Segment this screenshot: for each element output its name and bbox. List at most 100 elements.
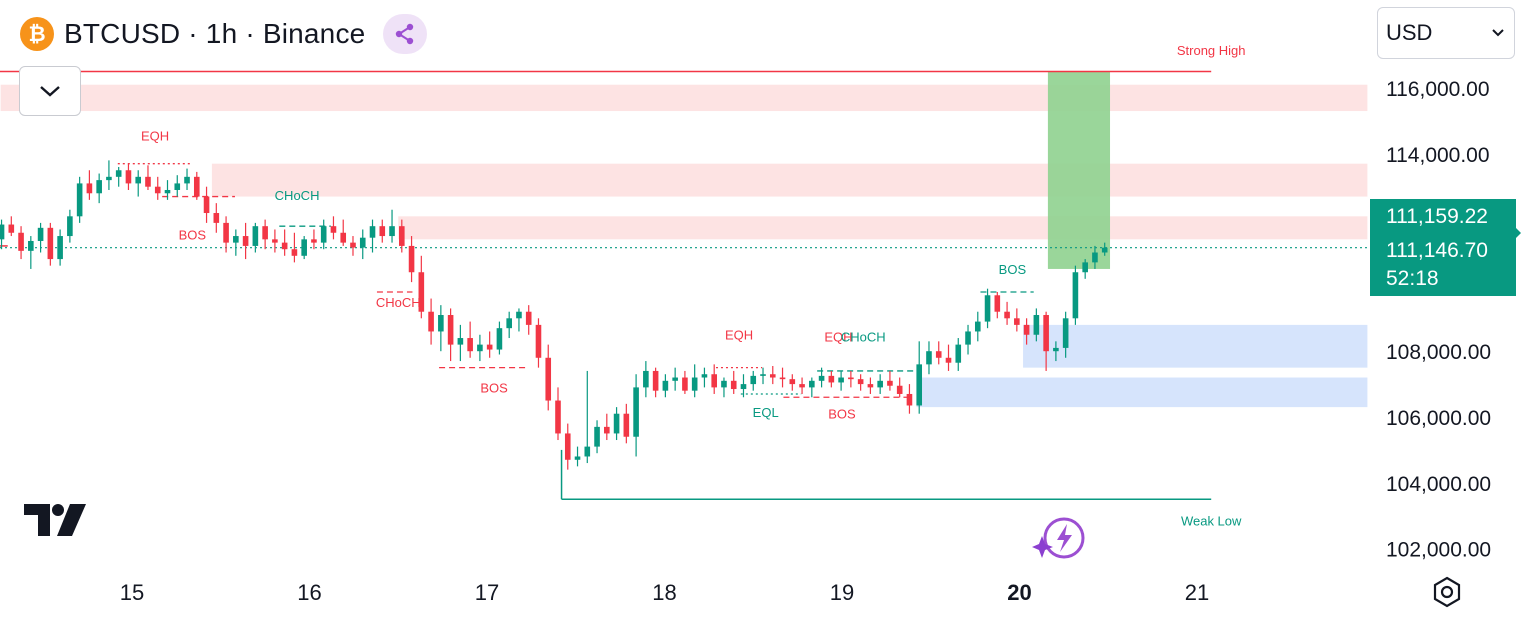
bitcoin-icon: ₿ [20, 17, 54, 51]
candle-body [799, 384, 805, 388]
candle [516, 308, 522, 332]
candle [389, 209, 395, 243]
candle-body [203, 196, 210, 214]
candle-body [340, 232, 347, 243]
candle [67, 209, 73, 243]
candle-body [145, 176, 151, 187]
candle [233, 229, 239, 256]
candle-body [1072, 272, 1079, 319]
candle-body [57, 236, 63, 260]
lightning-icon[interactable] [1032, 514, 1088, 562]
time-tick: 18 [652, 580, 676, 605]
candle [604, 413, 610, 441]
label-bos: BOS [480, 380, 508, 395]
candle [740, 374, 747, 398]
currency-value: USD [1386, 20, 1433, 45]
candle-body [867, 384, 874, 388]
candle-body [242, 236, 249, 246]
candle-body [545, 357, 552, 401]
tradingview-logo [24, 504, 86, 536]
candle [330, 216, 337, 240]
candle [555, 387, 561, 441]
candle [281, 229, 288, 256]
candle [652, 367, 659, 398]
label-choch: CHoCH [376, 295, 421, 310]
time-tick: 21 [1185, 580, 1209, 605]
candle-body [272, 239, 278, 243]
candle [779, 367, 786, 388]
candle-body [1023, 324, 1030, 335]
candle-body [281, 242, 288, 250]
candle [1043, 311, 1049, 371]
candle [750, 370, 757, 391]
candle-body [1101, 247, 1108, 253]
candle-body [223, 222, 229, 243]
candle-body [1082, 262, 1088, 273]
candle [672, 367, 678, 391]
candle [1082, 259, 1088, 279]
candle-body [174, 183, 181, 190]
candle-body [399, 226, 405, 246]
time-tick: 17 [475, 580, 499, 605]
candle-body [711, 374, 717, 388]
candle [1101, 242, 1108, 256]
label-weak-low: Weak Low [1181, 514, 1242, 529]
candle-body [291, 249, 298, 256]
candle-body [1004, 311, 1010, 319]
candle [1004, 301, 1010, 325]
currency-select[interactable]: USD [1377, 7, 1515, 59]
zones-layer [0, 71, 1368, 408]
candle [848, 370, 854, 388]
symbol-title: BTCUSD · 1h · Binance [64, 18, 366, 49]
countdown-label: 52:18 [1386, 267, 1439, 290]
label-eql: EQL [753, 405, 779, 420]
label-eqh: EQH [824, 329, 852, 344]
candle [867, 377, 874, 394]
candle-body [1062, 318, 1069, 348]
candle-body [672, 377, 678, 381]
candle [682, 370, 688, 394]
candle [1092, 245, 1098, 269]
candle-body [506, 318, 512, 329]
label-choch: CHoCH [275, 188, 320, 203]
candle [174, 175, 181, 197]
settings-icon[interactable] [1430, 575, 1464, 609]
candle-body [213, 213, 220, 223]
candle [0, 219, 5, 250]
candle [272, 229, 278, 253]
candle [916, 341, 923, 414]
collapse-button[interactable] [19, 66, 81, 116]
candle [350, 236, 356, 256]
candle [320, 219, 327, 250]
candle-body [730, 380, 737, 390]
candle-body [154, 186, 161, 194]
candle-body [262, 226, 268, 240]
time-tick: 19 [830, 580, 854, 605]
candle-body [935, 351, 942, 358]
candle [379, 219, 386, 243]
candle-body [809, 380, 815, 388]
candle [965, 324, 971, 355]
candle-body [926, 351, 932, 365]
candle [496, 321, 503, 355]
demand-zone [1023, 324, 1368, 368]
candle-body [838, 377, 844, 383]
symbol-header[interactable]: ₿ BTCUSD · 1h · Binance [20, 14, 428, 54]
share-icon[interactable] [383, 14, 428, 54]
candle [193, 171, 200, 200]
label-strong-high: Strong High [1177, 43, 1246, 58]
candle [399, 219, 405, 253]
candle [18, 226, 24, 260]
label-eqh: EQH [725, 328, 753, 343]
candle [877, 374, 883, 394]
candles-layer [0, 160, 1108, 470]
candle-body [486, 344, 493, 350]
candle-body [135, 176, 142, 184]
candle [164, 180, 171, 200]
candle-body [379, 226, 386, 237]
label-choch: CHoCH [841, 329, 886, 344]
candle-body [1014, 318, 1020, 325]
candle [154, 176, 161, 200]
candle [730, 370, 737, 394]
